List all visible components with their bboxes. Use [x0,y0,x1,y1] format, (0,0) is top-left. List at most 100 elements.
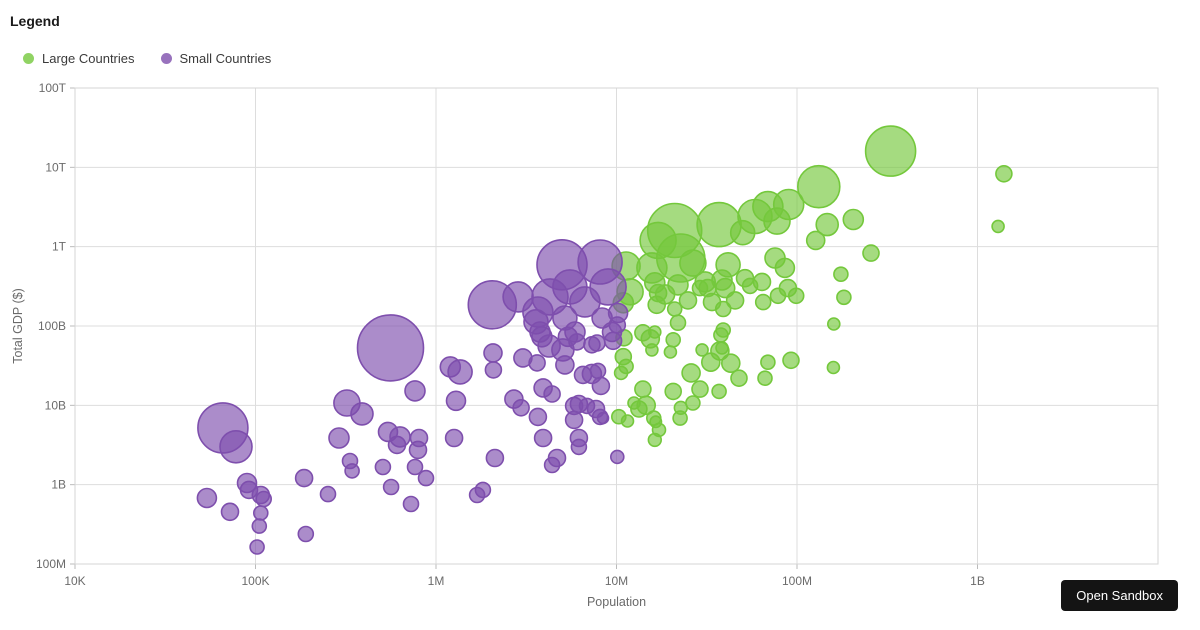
x-tick-label: 1B [970,574,985,588]
data-point [713,327,729,343]
data-point [328,427,350,449]
data-point [647,432,662,448]
data-point [543,385,561,403]
data-point [447,359,473,385]
y-tick-label: 1T [52,240,67,254]
data-point [833,266,849,283]
data-point [417,469,435,487]
data-point [484,361,503,379]
data-point [714,300,732,318]
data-point [634,380,652,398]
data-point [665,331,682,348]
data-point [725,291,745,310]
data-point [754,293,772,311]
data-point [627,396,641,410]
data-point [555,355,575,375]
data-point [591,408,609,426]
legend-title: Legend [10,13,60,29]
data-point [730,369,748,388]
data-point [445,390,467,412]
data-point [344,463,360,479]
data-point [763,207,791,235]
data-point [589,362,607,380]
data-point [319,485,337,503]
legend-row: Large Countries Small Countries [23,51,297,66]
data-point [483,343,503,363]
data-point [591,376,611,396]
large-countries-dot-icon [23,53,34,64]
data-point [729,219,756,246]
data-point [249,539,265,555]
y-tick-label: 10T [45,160,66,174]
data-point [474,481,492,499]
data-point [664,382,683,401]
x-axis-title: Population [587,595,646,609]
data-point [695,343,709,357]
y-tick-label: 100B [38,319,66,333]
data-point [666,301,683,317]
y-tick-label: 1B [51,478,66,492]
data-point [196,487,218,509]
data-point [991,219,1005,234]
data-point [663,345,678,359]
data-point [512,398,530,417]
data-point [679,249,707,277]
data-point [564,410,584,430]
data-point [220,502,240,522]
data-point [842,208,865,231]
data-point [502,281,534,313]
data-point [698,278,718,298]
data-point [609,449,625,465]
data-point [711,383,727,400]
data-point [608,316,627,334]
data-point [603,331,623,351]
data-point [356,314,425,382]
data-point [255,490,273,508]
x-tick-label: 100K [241,574,269,588]
legend-item-small-countries[interactable]: Small Countries [160,51,272,66]
data-point [533,428,553,448]
series-large-countries [610,125,1013,448]
data-point [673,400,688,415]
small-countries-dot-icon [160,53,172,64]
legend-item-large-countries[interactable]: Large Countries [23,51,135,66]
data-point [252,505,269,521]
data-point [782,351,800,370]
data-point [350,402,374,426]
data-point [836,289,852,306]
open-sandbox-button[interactable]: Open Sandbox [1061,580,1178,611]
data-point [805,230,826,251]
data-point [402,495,420,513]
data-point [757,370,773,387]
data-point [826,360,841,375]
series-small-countries [196,238,629,555]
data-point [570,438,588,456]
data-point [297,525,315,543]
data-point [826,317,841,331]
data-point [636,252,668,284]
y-tick-label: 100M [36,557,66,571]
x-tick-label: 1M [428,574,445,588]
legend-item-label: Large Countries [42,51,135,66]
data-point [374,458,392,476]
data-point [648,283,668,303]
data-point [862,244,880,262]
data-point [444,428,464,448]
data-point [685,395,701,411]
data-point [404,380,426,402]
data-point [769,287,787,305]
data-point [528,354,546,372]
plot-border [74,87,1159,565]
data-point [528,407,548,427]
legend-item-label: Small Countries [179,51,272,66]
x-tick-label: 100M [782,574,812,588]
data-point [649,415,663,429]
data-point [760,354,776,371]
data-point [669,314,687,332]
data-point [864,125,917,177]
y-axis-title: Total GDP ($) [11,288,25,364]
data-point [547,448,567,468]
data-point [678,291,698,310]
data-point [752,272,772,292]
y-tick-label: 10B [45,398,66,412]
